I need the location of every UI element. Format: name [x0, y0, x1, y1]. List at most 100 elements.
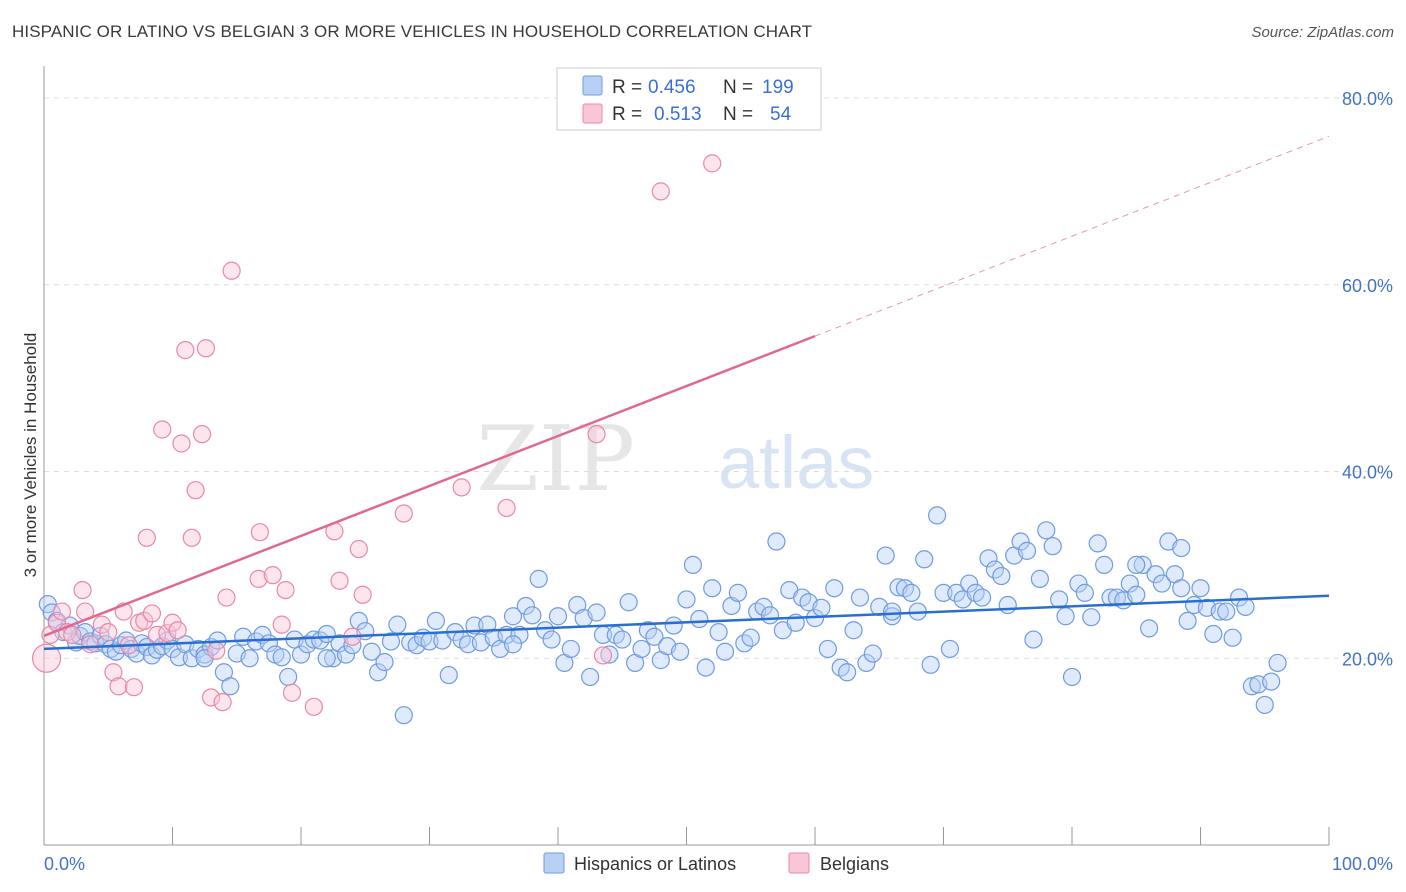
hispanics-point: [947, 583, 966, 602]
legend-n-value-hispanics: 199: [762, 77, 794, 98]
bottom-legend-swatch-hispanics: [543, 852, 565, 874]
belgians-trend-line: [43, 334, 816, 638]
legend-n-value-belgians: 54: [770, 104, 792, 125]
tick-labels: 20.0% 40.0% 60.0% 80.0% 0.0% 100.0%: [44, 89, 1393, 874]
hispanics-point: [1152, 574, 1172, 593]
hispanics-point: [927, 506, 947, 525]
hispanics-point: [838, 663, 857, 682]
belgians-point: [587, 425, 606, 444]
hispanics-point: [542, 630, 561, 649]
belgians-point: [330, 571, 349, 590]
hispanics-point: [1178, 611, 1197, 631]
hispanics-point: [381, 632, 401, 651]
hispanics-point: [1242, 677, 1262, 696]
hispanics-point: [279, 667, 298, 687]
hispanics-point: [503, 635, 523, 654]
hispanics-point: [882, 602, 902, 621]
hispanics-point: [825, 579, 844, 598]
hispanics-point: [1075, 583, 1094, 602]
belgians-point: [109, 677, 128, 696]
hispanics-point: [142, 646, 162, 665]
belgians-point: [137, 528, 156, 547]
hispanics-point: [349, 611, 368, 631]
hispanics-point: [369, 663, 388, 682]
hispanics-trend-line: [43, 594, 1330, 651]
belgians-point: [153, 420, 172, 439]
hispanics-point: [703, 579, 722, 598]
hispanics-point: [992, 566, 1011, 586]
belgians-point: [124, 678, 144, 697]
bottom-legend-label-hispanics: Hispanics or Latinos: [574, 854, 736, 874]
belgians-point: [142, 604, 162, 623]
hispanics-point: [664, 616, 683, 635]
axes: [43, 66, 1330, 846]
hispanics-point: [683, 555, 703, 574]
hispanics-point: [581, 667, 600, 687]
belgians-point: [99, 623, 118, 642]
hispanics-point: [1037, 521, 1056, 540]
hispanics-point: [1062, 667, 1082, 687]
hispanics-point: [690, 609, 709, 629]
hispanics-point: [1172, 579, 1191, 598]
belgians-point: [92, 615, 111, 634]
hispanics-point: [1088, 534, 1107, 553]
hispanics-point: [1017, 541, 1037, 560]
hispanics-point: [760, 606, 780, 625]
belgians-point: [497, 498, 516, 518]
y-tick-label: 80.0%: [1342, 89, 1393, 109]
hispanics-point: [1069, 574, 1088, 593]
hispanics-point: [670, 642, 690, 661]
belgians-point: [168, 621, 187, 640]
belgians-point: [263, 566, 282, 585]
hispanics-point: [272, 648, 291, 667]
hispanics-point: [388, 615, 407, 634]
hispanics-point: [818, 639, 837, 659]
hispanics-point: [1236, 597, 1255, 616]
hispanics-point: [632, 639, 651, 659]
hispanics-point: [1133, 555, 1152, 574]
hispanics-point: [915, 550, 934, 569]
belgians-point: [158, 623, 177, 643]
hispanics-point: [536, 621, 555, 640]
hispanics-point: [291, 645, 311, 664]
hispanics-point: [529, 569, 548, 588]
hispanics-point: [240, 649, 259, 668]
hispanics-point: [600, 645, 619, 664]
hispanics-point: [1127, 555, 1146, 574]
x-tick-label: 100.0%: [1332, 854, 1393, 874]
hispanics-point: [876, 546, 895, 565]
belgians-point: [222, 261, 241, 280]
hispanics-point: [921, 655, 940, 674]
hispanics-point: [1127, 585, 1146, 604]
belgians-point: [73, 580, 92, 600]
hispanics-point: [336, 645, 356, 664]
hispanics-point: [510, 625, 529, 645]
belgians-point: [593, 646, 613, 665]
belgians-point: [213, 693, 232, 712]
hispanics-point: [979, 549, 998, 568]
legend-r-label-belgians: R =: [612, 104, 642, 125]
hispanics-point: [1255, 695, 1274, 715]
y-tick-label: 40.0%: [1342, 463, 1393, 483]
belgians-point: [651, 182, 670, 201]
hispanics-point: [375, 652, 394, 672]
hispanics-point: [715, 642, 735, 661]
belgians-point: [176, 341, 195, 360]
hispanics-point: [516, 596, 535, 616]
hispanics-point: [1082, 608, 1101, 627]
hispanics-point: [960, 574, 979, 593]
belgians-point: [104, 663, 123, 682]
hispanics-point: [1139, 619, 1159, 638]
watermark-zip: ZIP: [476, 407, 635, 512]
belgians-point: [172, 434, 191, 453]
hispanics-point: [638, 621, 658, 640]
hispanics-point: [426, 611, 446, 631]
hispanics-point: [1191, 579, 1210, 598]
belgians-point: [394, 504, 413, 523]
hispanics-point: [850, 588, 870, 607]
bottom-legend-label-belgians: Belgians: [820, 854, 889, 874]
hispanics-point: [767, 532, 786, 551]
hispanics-point: [863, 644, 882, 663]
hispanics-point: [221, 677, 240, 696]
belgians-point: [31, 643, 62, 673]
